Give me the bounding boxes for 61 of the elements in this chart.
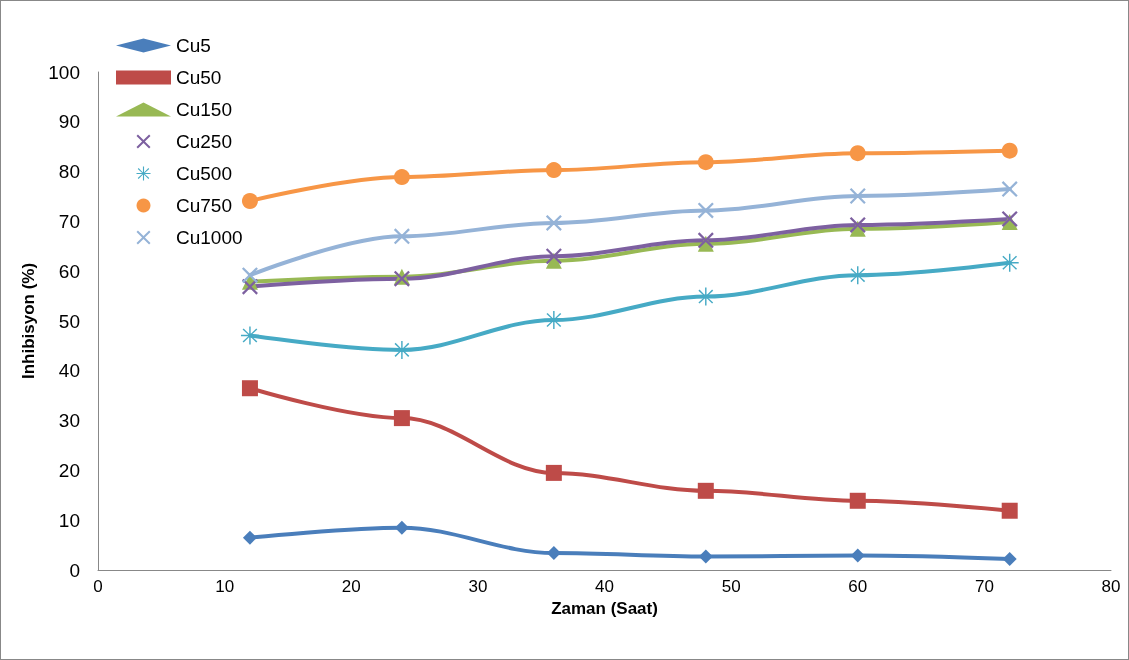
point <box>1001 181 1018 198</box>
legend-label: Cu750 <box>176 195 232 216</box>
legend-label: Cu50 <box>176 67 222 88</box>
point <box>1001 502 1018 519</box>
point <box>545 162 562 179</box>
point <box>1001 142 1018 159</box>
legend-label: Cu1000 <box>176 227 243 248</box>
x-tick-label: 40 <box>595 577 614 596</box>
point <box>393 169 410 186</box>
point <box>848 266 867 285</box>
y-tick-label: 40 <box>58 360 80 382</box>
x-axis-title: Zaman (Saat) <box>551 598 658 618</box>
point <box>393 410 410 427</box>
point <box>850 548 865 563</box>
legend-label: Cu150 <box>176 99 232 120</box>
y-tick-label: 0 <box>69 559 80 581</box>
y-tick-label: 90 <box>58 111 80 133</box>
y-tick-label: 20 <box>58 459 80 481</box>
x-tick-label: 60 <box>848 577 868 596</box>
point <box>849 188 866 204</box>
point <box>696 287 715 306</box>
point <box>697 154 714 171</box>
point <box>546 546 561 561</box>
x-tick-label: 0 <box>93 577 103 596</box>
point <box>697 202 714 219</box>
x-tick-label: 50 <box>721 577 741 596</box>
point <box>849 216 866 233</box>
legend-label: Cu5 <box>176 35 211 56</box>
y-tick-label: 60 <box>58 260 80 282</box>
x-tick-label: 80 <box>1101 577 1121 596</box>
point <box>242 530 257 545</box>
point <box>241 267 258 284</box>
point <box>544 311 563 329</box>
point <box>241 192 258 209</box>
point <box>545 214 562 231</box>
x-tick-label: 70 <box>974 577 994 596</box>
point <box>241 380 258 397</box>
point <box>241 278 258 295</box>
x-tick-label: 30 <box>468 577 488 596</box>
legend-label: Cu250 <box>176 131 232 152</box>
point <box>698 549 713 564</box>
y-axis-title: Inhibisyon (%) <box>19 262 39 380</box>
point <box>697 482 714 499</box>
y-tick-label: 50 <box>58 310 80 332</box>
point <box>394 520 409 535</box>
point <box>545 248 562 265</box>
point <box>1002 552 1017 567</box>
point <box>849 145 866 162</box>
y-tick-label: 100 <box>48 61 80 83</box>
point <box>392 340 411 359</box>
point <box>393 228 410 245</box>
point <box>240 326 259 345</box>
y-tick-label: 10 <box>58 509 80 531</box>
y-tick-label: 30 <box>58 410 80 432</box>
y-tick-label: 70 <box>58 210 80 232</box>
legend-label: Cu500 <box>176 163 232 184</box>
point <box>545 464 562 481</box>
point <box>849 492 866 509</box>
x-tick-label: 10 <box>215 577 235 596</box>
y-tick-label: 80 <box>58 161 80 183</box>
x-tick-label: 20 <box>341 577 361 596</box>
